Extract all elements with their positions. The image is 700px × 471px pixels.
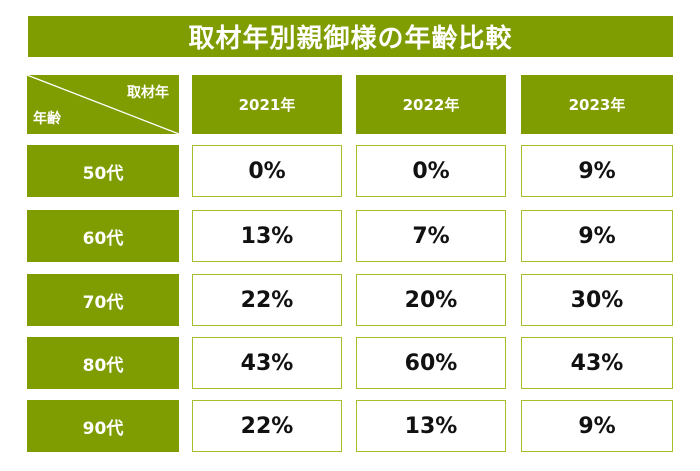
row-header-80s: 80代 — [27, 337, 179, 389]
cell-70s-2023: 30% — [521, 274, 673, 326]
cell-90s-2022: 13% — [356, 400, 506, 452]
cell-60s-2022: 7% — [356, 210, 506, 262]
cell-50s-2023: 9% — [521, 145, 673, 197]
row-header-70s: 70代 — [27, 274, 179, 326]
corner-row-axis-label: 年齢 — [33, 111, 61, 127]
cell-90s-2021: 22% — [192, 400, 342, 452]
corner-header: 取材年 年齢 — [27, 75, 179, 134]
cell-70s-2022: 20% — [356, 274, 506, 326]
cell-50s-2022: 0% — [356, 145, 506, 197]
cell-90s-2023: 9% — [521, 400, 673, 452]
corner-diagonal-line — [27, 75, 179, 134]
cell-60s-2023: 9% — [521, 210, 673, 262]
column-header-2023: 2023年 — [521, 75, 673, 134]
column-header-2021: 2021年 — [192, 75, 342, 134]
chart-title: 取材年別親御様の年齢比較 — [28, 16, 673, 57]
cell-80s-2022: 60% — [356, 337, 506, 389]
row-header-90s: 90代 — [27, 400, 179, 452]
row-header-60s: 60代 — [27, 210, 179, 262]
cell-60s-2021: 13% — [192, 210, 342, 262]
column-header-2022: 2022年 — [356, 75, 506, 134]
cell-50s-2021: 0% — [192, 145, 342, 197]
row-header-50s: 50代 — [27, 145, 179, 197]
corner-column-axis-label: 取材年 — [127, 85, 169, 101]
cell-80s-2023: 43% — [521, 337, 673, 389]
cell-80s-2021: 43% — [192, 337, 342, 389]
cell-70s-2021: 22% — [192, 274, 342, 326]
